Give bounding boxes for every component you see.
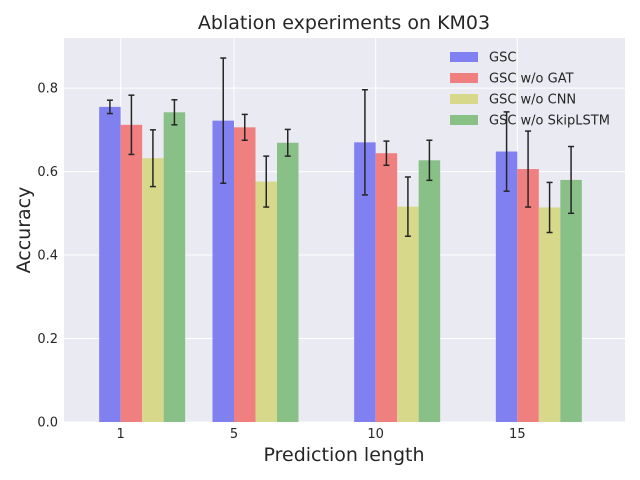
legend-label: GSC — [489, 51, 516, 66]
legend-label: GSC w/o SkipLSTM — [489, 114, 610, 129]
x-axis-ticks: 1 5 10 15 — [117, 427, 526, 442]
bar — [517, 169, 539, 422]
bar — [560, 179, 582, 422]
y-tick-label: 0.8 — [37, 82, 58, 97]
bar — [538, 207, 561, 422]
y-tick-label: 0.0 — [37, 416, 58, 431]
bar — [354, 142, 376, 422]
bar — [495, 151, 518, 422]
bar — [397, 206, 419, 422]
bar — [255, 181, 277, 422]
error-bars-group — [106, 57, 575, 238]
legend-swatch — [450, 52, 478, 62]
legend: GSC GSC w/o GAT GSC w/o CNN GSC w/o SkipLST… — [450, 51, 610, 129]
bar — [234, 127, 256, 422]
legend-swatch — [450, 115, 478, 125]
bar — [142, 158, 164, 423]
bar — [163, 112, 186, 422]
bars-group — [99, 106, 582, 423]
bar — [120, 124, 143, 423]
legend-swatch — [450, 94, 478, 104]
y-tick-label: 0.4 — [37, 249, 58, 264]
bar — [277, 142, 299, 423]
legend-label: GSC w/o CNN — [489, 93, 576, 108]
bar — [418, 160, 441, 422]
x-tick-label: 10 — [367, 427, 384, 442]
x-tick-label: 5 — [230, 427, 238, 442]
bar — [375, 153, 398, 422]
legend-swatch — [450, 73, 478, 83]
legend-label: GSC w/o GAT — [489, 72, 574, 87]
chart-title: Ablation experiments on KM03 — [198, 12, 490, 34]
y-tick-label: 0.6 — [37, 165, 58, 180]
x-tick-label: 15 — [509, 427, 526, 442]
bar — [212, 120, 234, 422]
x-axis-label: Prediction length — [264, 444, 425, 466]
y-axis-label: Accuracy — [13, 187, 35, 274]
y-tick-label: 0.2 — [37, 332, 58, 347]
x-tick-label: 1 — [117, 427, 125, 442]
y-axis-ticks: 0.0 0.2 0.4 0.6 0.8 — [37, 82, 58, 431]
bar — [99, 106, 121, 422]
